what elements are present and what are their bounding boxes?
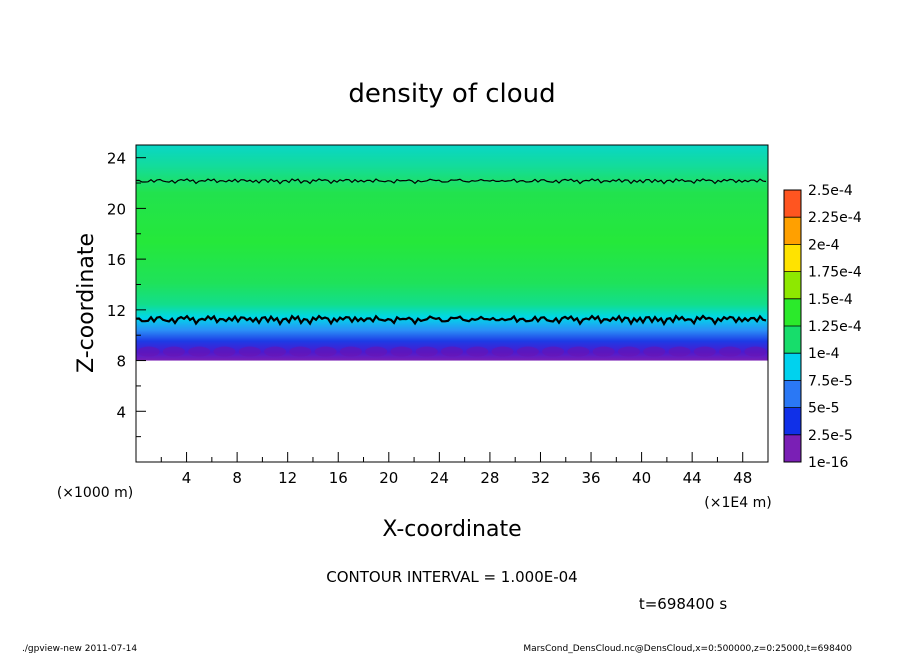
colorbar-segment (784, 326, 801, 354)
colorbar-label: 2e-4 (808, 237, 840, 253)
colorbar-segment (784, 217, 801, 245)
colorbar-segment (784, 298, 801, 326)
x-tick-label: 4 (182, 469, 192, 487)
wave-blob (314, 346, 337, 357)
wave-blob (365, 346, 388, 357)
x-tick-label: 28 (480, 469, 499, 487)
colorbar-segment (784, 190, 801, 218)
colorbar-segment (784, 353, 801, 381)
colorbar-segment (784, 244, 801, 272)
density-field (136, 145, 768, 361)
contour-interval-label: CONTOUR INTERVAL = 1.000E-04 (326, 568, 577, 586)
y-axis: 4 8 12 16 20 24 (107, 150, 146, 438)
x-tick-label: 20 (379, 469, 398, 487)
time-label: t=698400 s (639, 595, 727, 613)
colorbar-label: 1e-4 (808, 346, 840, 362)
wave-blob (567, 346, 590, 357)
colorbar-label: 1.25e-4 (808, 319, 862, 335)
x-axis-label: X-coordinate (382, 517, 521, 542)
wave-blob (264, 346, 287, 357)
x-tick-label: 48 (733, 469, 752, 487)
footer-left: ./gpview-new 2011-07-14 (22, 644, 137, 654)
wave-blob (516, 346, 539, 357)
contour-line (136, 314, 767, 327)
y-tick-label: 16 (107, 251, 126, 269)
colorbar-segment (784, 271, 801, 299)
colorbar-segment (784, 407, 801, 435)
wave-blob (162, 346, 185, 357)
wave-blob (668, 346, 691, 357)
wave-blob (643, 346, 666, 357)
x-unit-label: (×1E4 m) (704, 495, 771, 511)
cloud-fill (136, 145, 768, 361)
y-tick-label: 12 (107, 302, 126, 320)
wave-blob (213, 346, 236, 357)
colorbar-label: 5e-5 (808, 401, 839, 417)
y-tick-label: 20 (107, 200, 126, 218)
wave-blob (390, 346, 413, 357)
wave-blob (592, 346, 615, 357)
y-tick-label: 4 (116, 403, 126, 421)
wave-blob (491, 346, 514, 357)
y-tick-label: 24 (107, 150, 126, 168)
wave-blob (441, 346, 463, 357)
wave-blob (617, 346, 640, 357)
x-tick-label: 44 (683, 469, 702, 487)
wave-blob (693, 346, 716, 357)
x-tick-label: 16 (329, 469, 348, 487)
colorbar-label: 7.5e-5 (808, 373, 853, 389)
colorbar-segment (784, 380, 801, 408)
colorbar-label: 2.5e-5 (808, 428, 853, 444)
colorbar: 1e-16 2.5e-5 5e-5 7.5e-5 1e-4 1.25e-4 1.5e-4 1.… (783, 183, 862, 471)
footer-right: MarsCond_DensCloud.nc@DensCloud,x=0:5000… (523, 644, 852, 654)
x-tick-label: 32 (531, 469, 550, 487)
wave-blob (415, 346, 438, 357)
colorbar-label: 2.25e-4 (808, 210, 862, 226)
contour-line (136, 178, 767, 185)
lower-boundary-waves (137, 346, 767, 357)
y-unit-label: (×1000 m) (57, 485, 133, 501)
wave-blob (744, 346, 767, 357)
wave-blob (238, 346, 261, 357)
x-tick-label: 12 (278, 469, 297, 487)
wave-blob (466, 346, 489, 357)
wave-blob (289, 346, 312, 357)
wave-blob (339, 346, 362, 357)
colorbar-label: 1.75e-4 (808, 265, 862, 281)
x-tick-label: 36 (581, 469, 600, 487)
x-tick-label: 8 (232, 469, 242, 487)
x-tick-label: 24 (430, 469, 449, 487)
wave-blob (137, 346, 160, 357)
chart-title: density of cloud (348, 79, 555, 109)
colorbar-label: 1e-16 (808, 455, 848, 471)
contour-lines (136, 178, 767, 327)
colorbar-segment (784, 434, 801, 462)
colorbar-label: 2.5e-4 (808, 183, 853, 199)
x-tick-label: 40 (632, 469, 651, 487)
colorbar-label: 1.5e-4 (808, 292, 853, 308)
wave-blob (188, 346, 211, 357)
y-axis-label: Z-coordinate (74, 233, 99, 373)
y-tick-label: 8 (116, 353, 126, 371)
x-axis: 4 8 12 16 20 24 28 32 36 40 44 48 (160, 452, 769, 487)
plot-frame (135, 144, 769, 463)
wave-blob (719, 346, 742, 357)
wave-blob (542, 346, 565, 357)
